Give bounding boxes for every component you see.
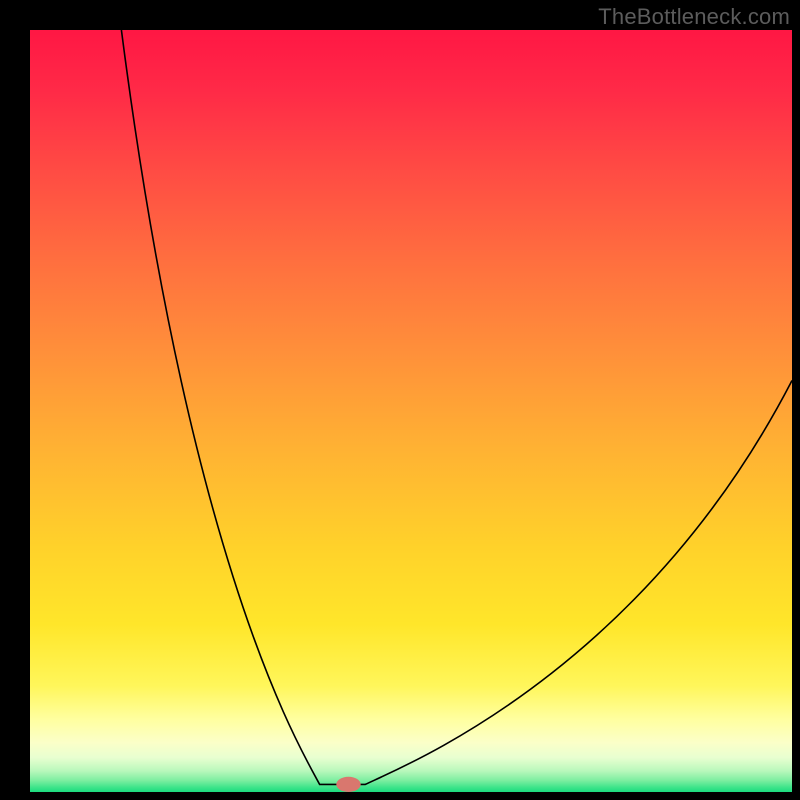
chart-frame: TheBottleneck.com <box>0 0 800 800</box>
watermark-text: TheBottleneck.com <box>598 4 790 30</box>
chart-svg <box>30 30 792 792</box>
plot-area <box>30 30 792 792</box>
gradient-background <box>30 30 792 792</box>
minimum-marker <box>336 777 360 792</box>
